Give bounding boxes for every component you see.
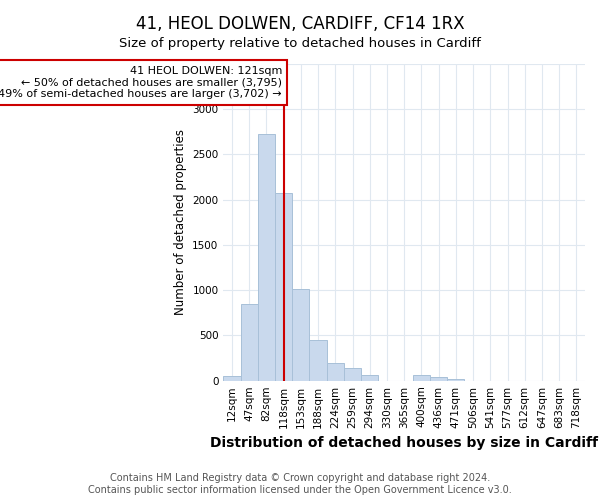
Bar <box>292 290 310 380</box>
Bar <box>258 134 275 380</box>
Bar <box>223 376 241 380</box>
Bar <box>326 362 344 380</box>
Text: 41 HEOL DOLWEN: 121sqm
← 50% of detached houses are smaller (3,795)
49% of semi-: 41 HEOL DOLWEN: 121sqm ← 50% of detached… <box>0 66 282 99</box>
Bar <box>447 379 464 380</box>
Y-axis label: Number of detached properties: Number of detached properties <box>173 130 187 316</box>
Bar <box>344 368 361 380</box>
Bar <box>361 376 379 380</box>
X-axis label: Distribution of detached houses by size in Cardiff: Distribution of detached houses by size … <box>210 436 598 450</box>
Bar <box>275 194 292 380</box>
Bar <box>310 340 326 380</box>
Text: Contains HM Land Registry data © Crown copyright and database right 2024.
Contai: Contains HM Land Registry data © Crown c… <box>88 474 512 495</box>
Text: Size of property relative to detached houses in Cardiff: Size of property relative to detached ho… <box>119 38 481 51</box>
Text: 41, HEOL DOLWEN, CARDIFF, CF14 1RX: 41, HEOL DOLWEN, CARDIFF, CF14 1RX <box>136 15 464 33</box>
Bar <box>241 304 258 380</box>
Bar <box>413 376 430 380</box>
Bar <box>430 377 447 380</box>
